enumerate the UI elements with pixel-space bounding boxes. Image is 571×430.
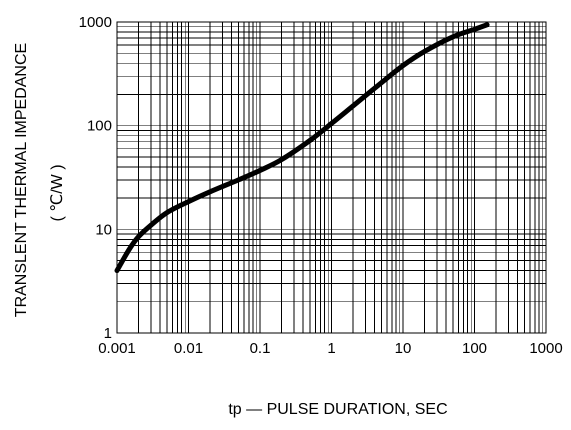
- series-group: [114, 22, 490, 274]
- y-tick-labels: 1 10 100 1000: [79, 14, 112, 342]
- y-tick-label: 10: [95, 221, 112, 238]
- grid: [116, 22, 546, 334]
- x-tick-label: 0.01: [174, 340, 203, 357]
- plot-frame: [116, 21, 547, 334]
- y-axis-label: TRANSLENT THERMAL IMPEDANCE: [13, 43, 30, 317]
- y-tick-label: 1: [104, 325, 112, 342]
- x-tick-label: 1000: [529, 340, 562, 357]
- x-tick-label: 0.001: [98, 340, 136, 357]
- x-tick-labels: 0.001 0.01 0.1 1 10 100 1000: [98, 340, 562, 357]
- x-tick-label: 100: [462, 340, 487, 357]
- x-axis-label: tp — PULSE DURATION, SEC: [228, 401, 447, 418]
- y-axis-unit-label: ( ℃/W ): [49, 164, 66, 221]
- x-tick-label: 10: [395, 340, 412, 357]
- y-tick-label: 100: [87, 118, 112, 135]
- y-tick-label: 1000: [79, 14, 112, 31]
- x-tick-label: 0.1: [250, 340, 271, 357]
- series-line: [114, 22, 490, 274]
- x-tick-label: 1: [327, 340, 335, 357]
